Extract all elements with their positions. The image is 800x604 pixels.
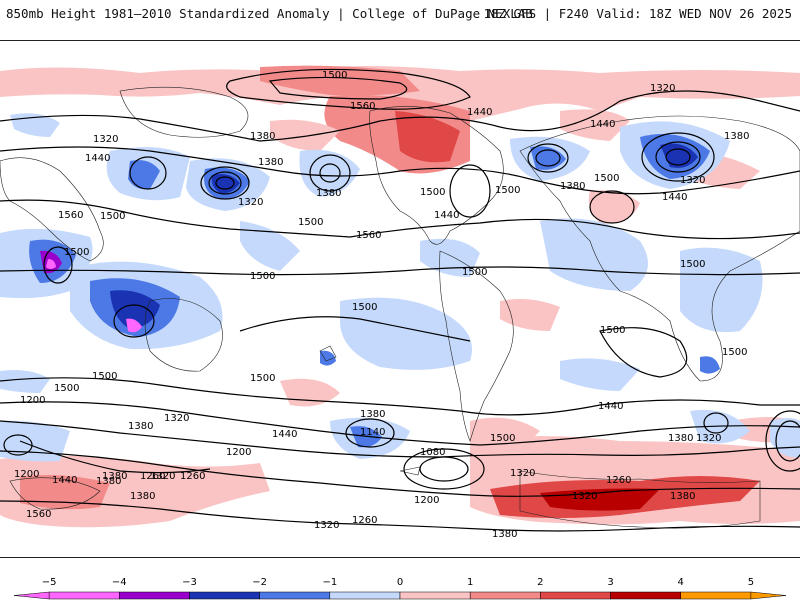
map-panel: 1500 1560 1440 1320 1440 1380 1320 1440 … — [0, 40, 800, 558]
colorbar-legend: −5 −4 −3 −2 −1 0 1 2 3 4 5 — [0, 570, 800, 600]
contour-label: 1380 — [250, 131, 275, 142]
colorbar-tick-label: 0 — [397, 577, 403, 588]
contour-label: 1380 — [492, 529, 517, 540]
contour-label: 1500 — [100, 211, 125, 222]
run-info: 18Z GFS | F240 Valid: 18Z WED NOV 26 202… — [483, 6, 792, 21]
contour-label: 1320 — [93, 134, 118, 145]
contour-label: 1440 — [272, 429, 297, 440]
contour-label: 1500 — [92, 371, 117, 382]
colorbar-tick-label: 4 — [678, 577, 684, 588]
contour-label: 1200 — [226, 447, 251, 458]
colorbar-tick-label: −5 — [42, 577, 57, 588]
contour-label: 1500 — [495, 185, 520, 196]
contour-labels: 1500 1560 1440 1320 1440 1380 1320 1440 … — [14, 70, 749, 540]
colorbar-tick-label: 2 — [537, 577, 543, 588]
colorbar-tick-label: 3 — [607, 577, 613, 588]
contour-label: 1500 — [352, 302, 377, 313]
contour-label: 1200 — [414, 495, 439, 506]
contour-label: 1560 — [356, 230, 381, 241]
contour-label: 1560 — [58, 210, 83, 221]
colorbar-segment — [48, 591, 120, 600]
contour-label: 1560 — [350, 101, 375, 112]
colorbar-segment — [680, 591, 752, 600]
contour-label: 1380 — [668, 433, 693, 444]
contour-label: 1260 — [140, 471, 165, 482]
contour-label: 1320 — [572, 491, 597, 502]
contour-label: 1200 — [14, 469, 39, 480]
map-title: 850mb Height 1981–2010 Standardized Anom… — [6, 6, 533, 21]
colorbar-segment — [329, 591, 401, 600]
contour-label: 1380 — [360, 409, 385, 420]
contour-label: 1140 — [360, 427, 385, 438]
colorbar-svg: −5 −4 −3 −2 −1 0 1 2 3 4 5 — [13, 577, 787, 600]
contour-label: 1500 — [322, 70, 347, 81]
contour-label: 1380 — [102, 471, 127, 482]
contour-label: 1440 — [434, 210, 459, 221]
contour-label: 1500 — [54, 383, 79, 394]
contour-label: 1500 — [420, 187, 445, 198]
contour-label: 1440 — [467, 107, 492, 118]
contour-label: 1260 — [352, 515, 377, 526]
contour-label: 1440 — [590, 119, 615, 130]
contour-label: 1560 — [26, 509, 51, 520]
contour-label: 1440 — [598, 401, 623, 412]
colorbar-tick-label: −1 — [322, 577, 337, 588]
contour-label: 1380 — [316, 188, 341, 199]
colorbar-tick-label: 5 — [748, 577, 754, 588]
contour-label: 1320 — [238, 197, 263, 208]
contour-label: 1380 — [130, 491, 155, 502]
colorbar-min-arrow — [13, 591, 50, 600]
contour-label: 1260 — [606, 475, 631, 486]
contour-label: 1500 — [722, 347, 747, 358]
height-contours — [0, 68, 800, 532]
header: 850mb Height 1981–2010 Standardized Anom… — [0, 0, 800, 40]
contour-label: 1500 — [594, 173, 619, 184]
contour-label: 1320 — [696, 433, 721, 444]
colorbar-max-arrow — [750, 591, 787, 600]
contour-label: 1320 — [680, 175, 705, 186]
contour-label: 1500 — [600, 325, 625, 336]
contour-label: 1320 — [650, 83, 675, 94]
colorbar-tick-label: −2 — [252, 577, 267, 588]
contour-label: 1380 — [724, 131, 749, 142]
contour-label: 1320 — [164, 413, 189, 424]
contour-label: 1080 — [420, 447, 445, 458]
contour-label: 1380 — [128, 421, 153, 432]
contour-label: 1440 — [85, 153, 110, 164]
contour-label: 1320 — [150, 471, 175, 482]
colorbar-tick-label: −4 — [112, 577, 127, 588]
contour-label: 1500 — [490, 433, 515, 444]
colorbar-tick-label: −3 — [182, 577, 197, 588]
contour-label: 1200 — [20, 395, 45, 406]
contour-label: 1500 — [680, 259, 705, 270]
contour-label: 1500 — [64, 247, 89, 258]
colorbar-segment — [540, 591, 611, 600]
contour-label: 1500 — [462, 267, 487, 278]
contour-label: 1380 — [96, 476, 121, 487]
contour-label: 1320 — [510, 468, 535, 479]
contour-label: 1440 — [52, 475, 77, 486]
anomaly-map: 1500 1560 1440 1320 1440 1380 1320 1440 … — [0, 41, 800, 557]
colorbar-ticks: −5 −4 −3 −2 −1 0 1 2 3 4 5 — [42, 577, 754, 588]
contour-label: 1500 — [250, 373, 275, 384]
colorbar-segment — [610, 591, 681, 600]
contour-label: 1380 — [670, 491, 695, 502]
colorbar-segments — [13, 591, 787, 600]
contour-label: 1260 — [180, 471, 205, 482]
colorbar-segment — [399, 591, 471, 600]
colorbar-tick-label: 1 — [467, 577, 473, 588]
contour-label: 1500 — [250, 271, 275, 282]
contour-label: 1500 — [298, 217, 323, 228]
colorbar-segment — [189, 591, 260, 600]
contour-label: 1320 — [314, 520, 339, 531]
contour-label: 1380 — [258, 157, 283, 168]
contour-label: 1380 — [560, 181, 585, 192]
colorbar-segment — [259, 591, 331, 600]
colorbar-segment — [469, 591, 541, 600]
colorbar-segment — [119, 591, 190, 600]
contour-label: 1440 — [662, 192, 687, 203]
